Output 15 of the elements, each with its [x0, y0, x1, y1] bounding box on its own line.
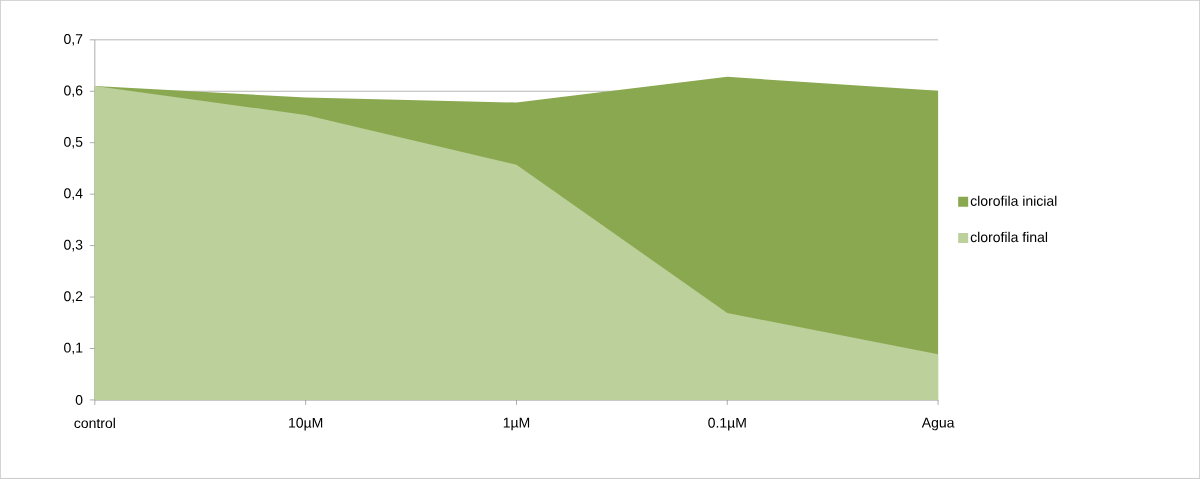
- y-tick-label: 0,3: [64, 239, 83, 252]
- x-tick-label: 1µM: [503, 417, 530, 431]
- y-tick-label: 0,1: [64, 342, 83, 355]
- x-tick-label: control: [74, 417, 115, 429]
- legend-label: clorofila final: [970, 231, 1048, 243]
- legend-label: clorofila inicial: [970, 195, 1057, 207]
- x-tick-label: 0.1µM: [708, 417, 746, 431]
- x-tick-label: Agua: [921, 417, 955, 431]
- y-tick-label: 0: [75, 395, 83, 406]
- x-tick-label: 10µM: [289, 417, 323, 431]
- y-tick-label: 0,6: [64, 85, 83, 98]
- y-tick-label: 0,4: [64, 188, 83, 201]
- y-tick-label: 0,5: [64, 137, 83, 149]
- y-tick-label: 0,2: [64, 291, 83, 303]
- y-tick-label: 0,7: [64, 34, 83, 46]
